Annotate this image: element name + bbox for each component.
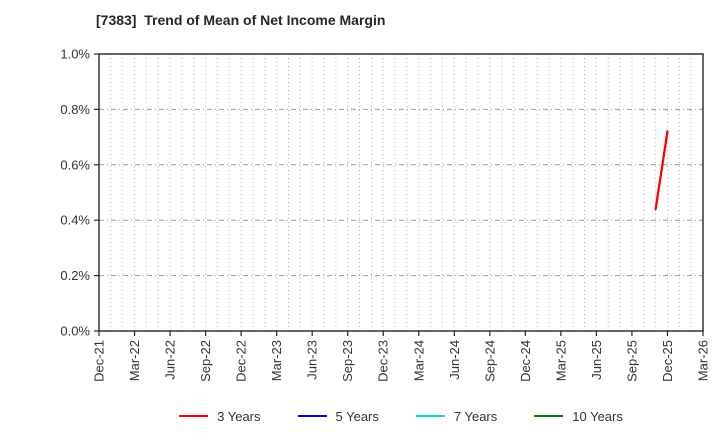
y-tick-label: 1.0% — [60, 47, 90, 62]
x-tick-label: Jun-23 — [305, 340, 320, 380]
x-tick-label: Mar-26 — [696, 340, 711, 381]
x-tick-label: Dec-22 — [234, 340, 249, 382]
x-tick-label: Dec-21 — [92, 340, 107, 382]
legend-item-7-years: 7 Years — [415, 408, 498, 424]
x-tick-label: Mar-22 — [127, 340, 142, 381]
legend-line-5-years — [297, 415, 327, 417]
chart-title: [7383] Trend of Mean of Net Income Margi… — [96, 12, 386, 28]
legend-item-10-years: 10 Years — [534, 409, 623, 424]
legend-label-3-years: 3 Years — [217, 408, 261, 424]
y-tick-label: 0.0% — [60, 324, 90, 339]
x-tick-label: Dec-23 — [376, 340, 391, 382]
x-tick-label: Jun-25 — [589, 340, 604, 380]
x-tick-label: Sep-23 — [340, 340, 355, 382]
x-tick-label: Jun-24 — [447, 340, 462, 380]
x-tick-label: Dec-24 — [518, 340, 533, 382]
legend-line-10-years — [534, 415, 564, 417]
series-line-3-years — [654, 130, 669, 211]
y-tick-label: 0.8% — [60, 102, 90, 117]
x-tick-label: Sep-22 — [198, 340, 213, 382]
x-tick-label: Dec-25 — [660, 340, 675, 382]
legend-line-3-years — [179, 415, 209, 417]
plot-border — [98, 53, 704, 332]
legend-label-5-years: 5 Years — [335, 408, 379, 424]
x-tick-label: Mar-23 — [269, 340, 284, 381]
legend-label-10-years: 10 Years — [572, 408, 623, 424]
chart-legend: 3 Years 5 Years 7 Years 10 Years — [99, 404, 703, 428]
legend-item-5-years: 5 Years — [297, 408, 379, 424]
x-tick-label: Jun-22 — [163, 340, 178, 380]
y-tick-label: 0.4% — [60, 213, 90, 228]
x-tick-label: Mar-24 — [411, 340, 426, 381]
legend-item-3-years: 3 Years — [179, 408, 261, 424]
x-tick-label: Sep-25 — [624, 340, 639, 382]
legend-label-7-years: 7 Years — [453, 408, 498, 424]
legend-line-7-years — [415, 415, 445, 417]
y-tick-label: 0.6% — [60, 157, 90, 172]
y-tick-label: 0.2% — [60, 268, 90, 283]
x-tick-label: Mar-25 — [553, 340, 568, 381]
x-tick-label: Sep-24 — [482, 340, 497, 382]
